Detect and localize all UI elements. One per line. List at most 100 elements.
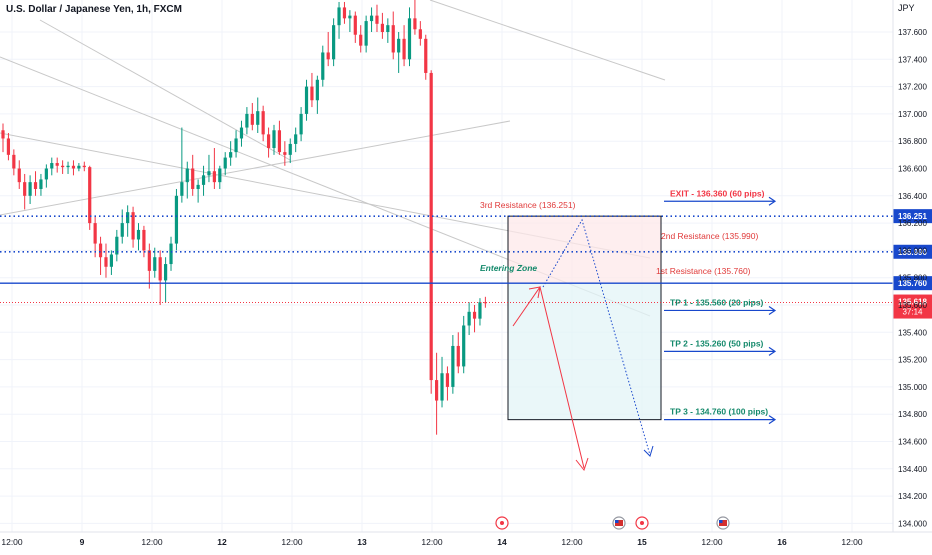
candle-body — [245, 113, 249, 128]
candle-body — [82, 165, 86, 168]
entry-zone-box — [508, 283, 661, 420]
candle-body — [261, 111, 265, 135]
candle-body — [364, 21, 368, 46]
candle-body — [66, 165, 70, 168]
candle-body — [456, 345, 460, 367]
candle-body — [272, 130, 276, 149]
candle-body — [191, 168, 195, 189]
time-tick-label: 12:00 — [1, 537, 23, 547]
price-tick-label: 134.800 — [898, 410, 927, 419]
candle-body — [153, 257, 157, 271]
candle-body — [201, 175, 206, 185]
time-tick-label: 15 — [637, 537, 647, 547]
candle-body — [277, 130, 282, 153]
exit-label: EXIT - 136.360 (60 pips) — [670, 188, 765, 198]
time-tick-label: 12:00 — [841, 537, 863, 547]
zone-outline — [507, 215, 662, 421]
candle-body — [126, 212, 130, 224]
candle-body — [418, 29, 422, 39]
time-tick-label: 9 — [80, 537, 85, 547]
red-arrowhead-down — [575, 457, 589, 472]
level-price-label: 135.990 — [898, 248, 927, 257]
candle-body — [288, 143, 292, 155]
us-flag-icon — [719, 520, 727, 526]
candle-body — [39, 179, 43, 189]
current-price-label: 135.618 — [898, 298, 927, 307]
event-markers — [495, 516, 730, 530]
price-tick-label: 137.600 — [898, 28, 927, 37]
candle-body — [380, 23, 384, 32]
candle-body — [28, 182, 32, 196]
candle-body — [207, 171, 211, 176]
candle-body — [55, 163, 59, 166]
candle-body — [71, 165, 76, 169]
candle-body — [369, 15, 374, 22]
trade-zone — [507, 215, 662, 421]
tp1-arrowhead — [768, 305, 777, 315]
price-tick-label: 136.000 — [898, 246, 927, 255]
blue-dotted-path — [542, 218, 651, 456]
price-tick-label: 136.200 — [898, 219, 927, 228]
candle-body — [435, 380, 439, 401]
time-tick-label: 13 — [357, 537, 367, 547]
candle-body — [299, 113, 303, 135]
candle-body — [348, 15, 352, 19]
candle-body — [391, 25, 395, 53]
candle-body — [266, 134, 271, 149]
candle-body — [142, 229, 146, 251]
event-marker-center — [500, 521, 504, 525]
tp3-arrowhead — [768, 415, 777, 425]
trend-line — [429, 0, 666, 81]
price-tick-label: 136.600 — [898, 165, 927, 174]
candle-body — [88, 167, 92, 224]
candle-body — [321, 52, 325, 80]
time-tick-label: 12:00 — [701, 537, 723, 547]
level-price-label: 135.760 — [898, 279, 927, 288]
candle-body — [196, 184, 200, 189]
candle-body — [250, 113, 254, 125]
time-tick-label: 12:00 — [561, 537, 583, 547]
candle-body — [440, 373, 444, 401]
price-tick-label: 134.400 — [898, 465, 927, 474]
price-tick-label: 135.000 — [898, 383, 927, 392]
candle-body — [23, 182, 27, 196]
candle-body — [109, 254, 113, 267]
us-flag-canton — [615, 520, 619, 523]
candle-body — [136, 229, 141, 240]
time-tick-label: 12:00 — [141, 537, 163, 547]
candle-body — [17, 168, 21, 183]
tp2-label: TP 2 - 135.260 (50 pips) — [670, 338, 764, 348]
candle-body — [304, 86, 309, 114]
candle-body — [158, 257, 162, 281]
us-flag-canton — [719, 520, 723, 523]
candle-body — [413, 18, 417, 30]
level-price-tag — [893, 209, 932, 224]
candle-body — [402, 38, 406, 60]
candle-body — [229, 152, 233, 158]
candle-body — [467, 311, 471, 326]
price-tick-label: 134.200 — [898, 492, 927, 501]
candle-body — [353, 15, 357, 35]
level-price-tag — [893, 244, 932, 259]
price-tick-label: 137.400 — [898, 55, 927, 64]
candle-body — [120, 223, 124, 237]
trend-line — [39, 19, 291, 161]
candle-body — [315, 79, 319, 101]
time-tick-label: 12:00 — [421, 537, 443, 547]
candle-body — [147, 250, 151, 271]
resistance-1-label: 1st Resistance (135.760) — [656, 266, 751, 276]
event-marker-center — [640, 521, 644, 525]
candle-body — [429, 72, 433, 381]
candle-body — [1, 130, 5, 139]
candle-body — [478, 302, 482, 319]
price-tick-label: 135.200 — [898, 356, 927, 365]
candle-body — [164, 264, 168, 281]
symbol-title[interactable]: U.S. Dollar / Japanese Yen, 1h, FXCM — [6, 4, 182, 15]
time-tick-label: 14 — [497, 537, 507, 547]
candle-body — [239, 127, 244, 139]
candle-body — [283, 152, 287, 155]
candle-body — [386, 25, 390, 32]
